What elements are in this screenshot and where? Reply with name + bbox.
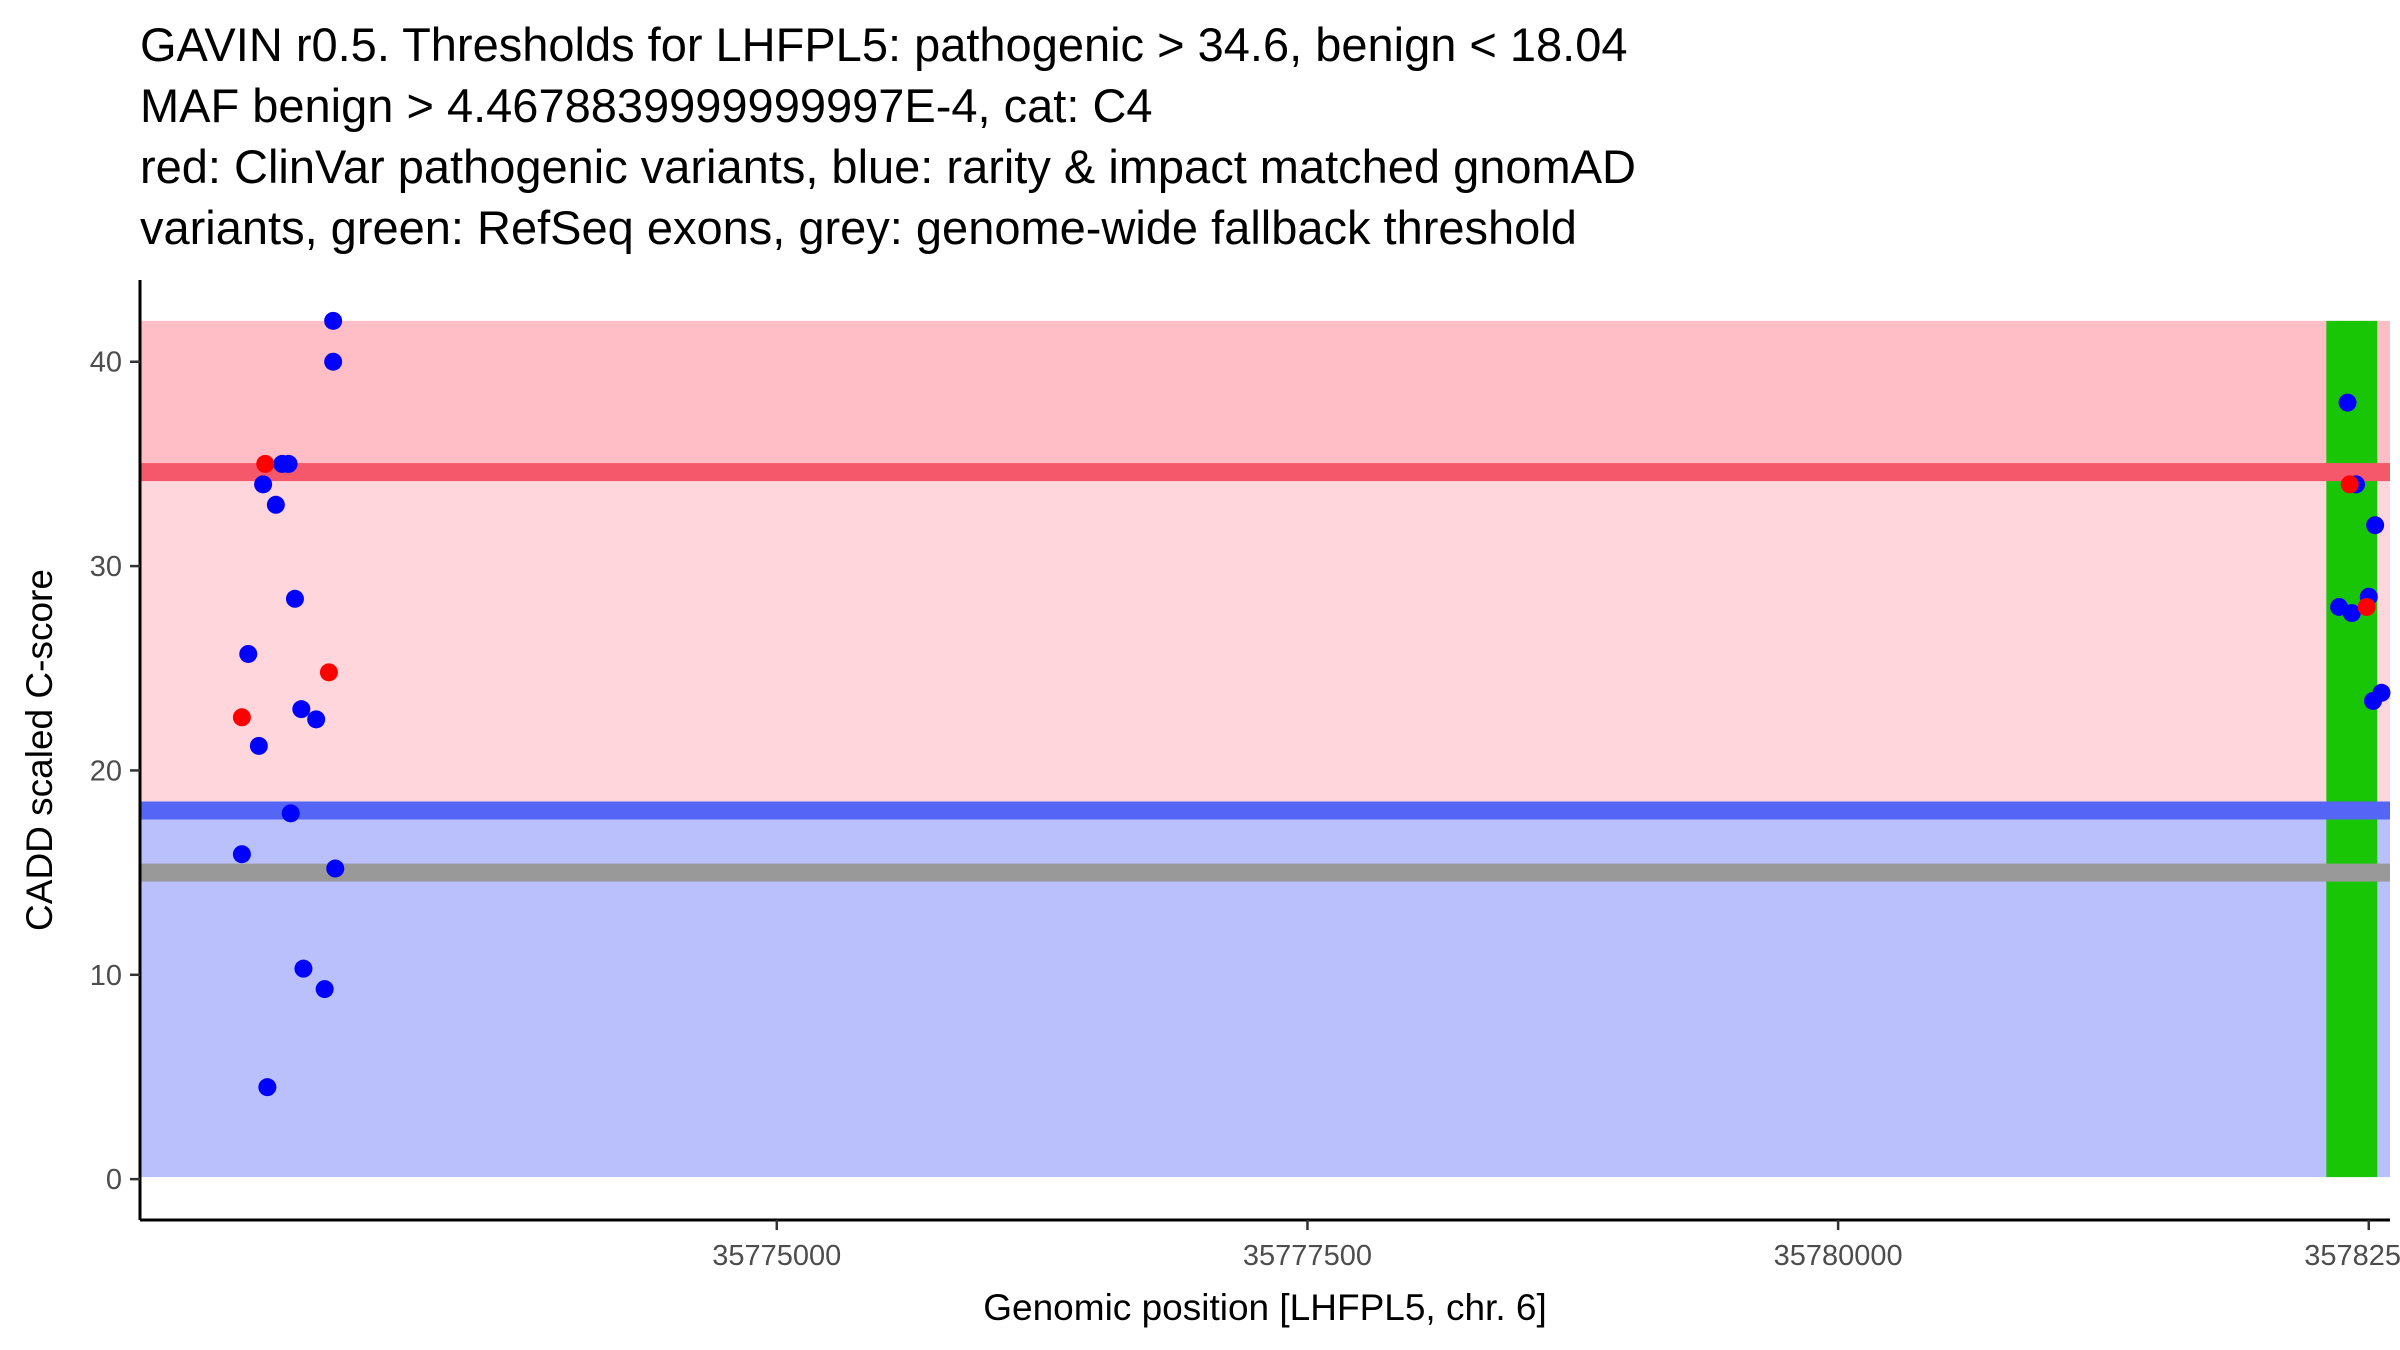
data-point bbox=[281, 804, 300, 823]
pathogenic-region bbox=[140, 320, 2390, 473]
y-tick-label: 0 bbox=[106, 1164, 122, 1196]
data-point bbox=[292, 700, 311, 719]
data-point bbox=[2372, 683, 2391, 702]
data-point bbox=[2338, 393, 2357, 412]
exon-bar bbox=[2326, 320, 2378, 1178]
data-point bbox=[2342, 604, 2361, 623]
fallback-threshold bbox=[140, 863, 2390, 882]
data-point bbox=[285, 589, 304, 608]
chart-title-line-3: red: ClinVar pathogenic variants, blue: … bbox=[140, 140, 1636, 193]
x-axis-title: Genomic position [LHFPL5, chr. 6] bbox=[983, 1287, 1547, 1328]
data-point bbox=[307, 710, 326, 729]
data-point bbox=[266, 495, 285, 514]
data-point bbox=[2357, 597, 2376, 616]
data-point bbox=[239, 644, 258, 663]
data-point bbox=[324, 311, 343, 330]
points-layer bbox=[232, 311, 2391, 1097]
chart-title-line-1: GAVIN r0.5. Thresholds for LHFPL5: patho… bbox=[140, 18, 1628, 71]
benign-threshold bbox=[140, 801, 2390, 820]
y-tick-label: 30 bbox=[90, 551, 122, 583]
data-point bbox=[324, 352, 343, 371]
chart-title-line-2: MAF benign > 4.4678839999999997E-4, cat:… bbox=[140, 79, 1153, 132]
data-point bbox=[2340, 475, 2359, 494]
exons-layer bbox=[2326, 320, 2378, 1178]
y-tick-label: 20 bbox=[90, 755, 122, 787]
chart-title: GAVIN r0.5. Thresholds for LHFPL5: patho… bbox=[140, 14, 1636, 258]
x-tick-label: 35775000 bbox=[712, 1240, 841, 1272]
pathogenic-threshold bbox=[140, 463, 2390, 482]
y-axis-title: CADD scaled C-score bbox=[19, 569, 60, 931]
x-tick-label: 35780000 bbox=[1774, 1240, 1903, 1272]
data-point bbox=[258, 1078, 277, 1097]
data-point bbox=[279, 454, 298, 473]
x-tick-label: 35782500 bbox=[2304, 1240, 2400, 1272]
data-point bbox=[2366, 516, 2385, 535]
bands-layer bbox=[140, 320, 2390, 1178]
data-point bbox=[232, 845, 251, 864]
uncertain-region bbox=[140, 472, 2390, 811]
data-point bbox=[294, 959, 313, 978]
thresholds-layer bbox=[140, 463, 2390, 882]
x-tick-label: 35777500 bbox=[1243, 1240, 1372, 1272]
data-point bbox=[256, 454, 275, 473]
data-point bbox=[249, 736, 268, 755]
y-tick-label: 10 bbox=[90, 960, 122, 992]
data-point bbox=[232, 708, 251, 727]
chart-title-line-4: variants, green: RefSeq exons, grey: gen… bbox=[140, 201, 1577, 254]
data-point bbox=[326, 859, 345, 878]
data-point bbox=[315, 980, 334, 999]
y-tick-label: 40 bbox=[90, 347, 122, 379]
axes-layer: 0 10 20 30 40 35775000 35777500 35780000 3578250… bbox=[90, 280, 2400, 1272]
data-point bbox=[319, 663, 338, 682]
data-point bbox=[254, 475, 273, 494]
